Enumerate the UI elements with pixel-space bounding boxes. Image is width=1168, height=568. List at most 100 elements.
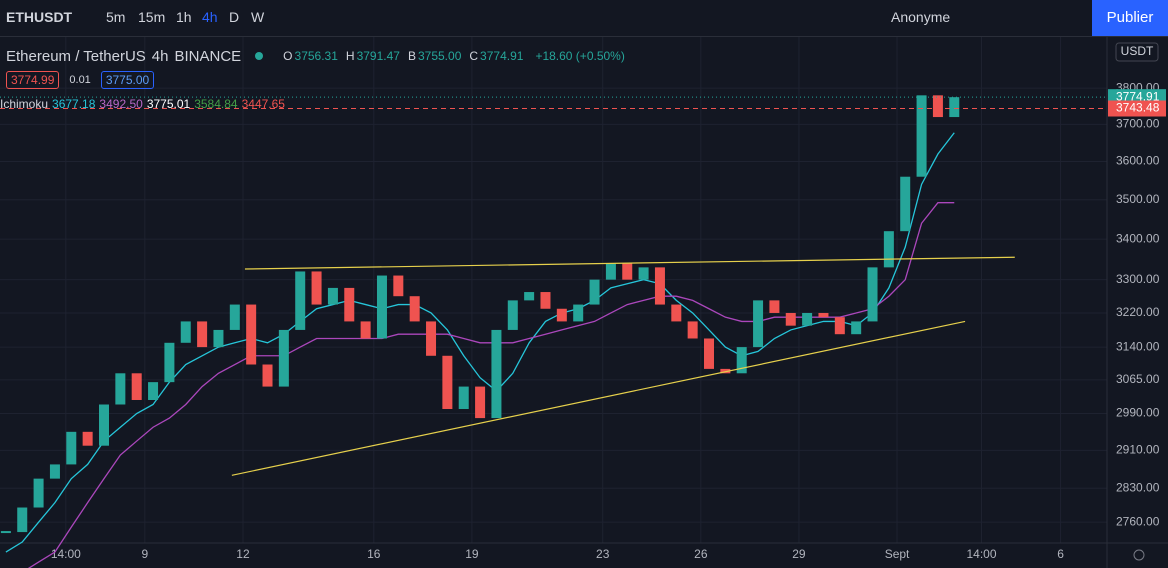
- trendline: [244, 256, 1015, 270]
- indicator-name: Ichimoku: [0, 97, 49, 111]
- candle: [115, 373, 126, 405]
- user[interactable]: Anonyme: [891, 9, 951, 25]
- candle: [802, 312, 813, 326]
- settings-icon[interactable]: [1133, 549, 1145, 561]
- y-tick-label: 3300.00: [1116, 272, 1160, 286]
- candle: [344, 287, 355, 322]
- candle: [49, 464, 60, 479]
- candle: [671, 304, 682, 322]
- candle: [66, 431, 77, 465]
- y-tick-label: 2910.00: [1116, 443, 1160, 457]
- ohlc-value: 3755.00: [417, 49, 462, 63]
- interval[interactable]: D: [229, 9, 240, 25]
- x-tick-label: 16: [367, 547, 381, 561]
- x-tick-label: 14:00: [51, 547, 81, 561]
- candle: [393, 275, 404, 297]
- candle: [33, 478, 44, 508]
- candle: [654, 267, 665, 305]
- x-tick-label: Sept: [885, 547, 910, 561]
- x-tick-label: 14:00: [967, 547, 997, 561]
- candle: [834, 317, 845, 335]
- symbol[interactable]: ETHUSDT: [6, 9, 73, 25]
- publish-button[interactable]: Publier: [1092, 0, 1168, 36]
- candle: [376, 275, 387, 339]
- candle: [262, 364, 273, 387]
- indicator-line: [5, 132, 955, 553]
- ohlc-label: H: [345, 49, 355, 63]
- interval[interactable]: 4h: [202, 9, 218, 25]
- y-tick-label: 3600.00: [1116, 154, 1160, 168]
- ohlc-label: O: [283, 49, 293, 63]
- ohlc-label: B: [407, 49, 416, 63]
- y-tick-label: 3400.00: [1116, 231, 1160, 245]
- ohlc-value: 3791.47: [356, 49, 400, 63]
- candle: [573, 304, 584, 322]
- interval[interactable]: W: [251, 9, 265, 25]
- candle: [704, 338, 715, 369]
- candle: [295, 271, 306, 330]
- change: +18.60 (+0.50%): [535, 49, 625, 63]
- candle: [442, 355, 453, 410]
- y-tick-label: 3065.00: [1116, 372, 1160, 386]
- ohlc: O 3756.31 H 3791.47 B 3755.00 C 3774.91: [283, 49, 529, 63]
- y-tick-label: 3500.00: [1116, 192, 1160, 206]
- indicator-value: 3775.01: [146, 97, 191, 111]
- bid[interactable]: 3774.99: [6, 71, 60, 89]
- indicator-row: Ichimoku 3677.18 3492.50 3775.01 3584.84 344…: [0, 92, 625, 116]
- ohlc-label: C: [469, 49, 479, 63]
- ask[interactable]: 3775.00: [100, 71, 155, 89]
- interval[interactable]: 5m: [106, 9, 126, 25]
- candle: [720, 368, 731, 374]
- candle: [540, 292, 551, 309]
- candle: [949, 97, 960, 118]
- status-dot: [255, 52, 264, 60]
- y-tick-label: 3140.00: [1116, 339, 1160, 353]
- candle: [360, 321, 371, 339]
- candle: [753, 300, 764, 348]
- candle: [246, 304, 257, 365]
- candle: [589, 279, 600, 305]
- legend-title-row: Ethereum / TetherUS 4h BINANCE O 3756.31 H…: [6, 44, 625, 68]
- indicator-value: 3584.84: [194, 97, 238, 111]
- x-tick-label: 12: [236, 547, 250, 561]
- exchange: BINANCE: [174, 47, 242, 65]
- candle: [180, 321, 191, 343]
- candle: [409, 296, 420, 322]
- ohlc-value: 3756.31: [294, 49, 338, 63]
- price-label: 3774.91: [1116, 89, 1160, 103]
- candle: [507, 300, 518, 330]
- trendline: [231, 320, 966, 476]
- candle: [458, 386, 469, 410]
- candle: [932, 95, 943, 118]
- price-label: 3743.48: [1116, 101, 1160, 115]
- indicator-value: 3492.50: [99, 97, 143, 111]
- x-tick-label: 19: [465, 547, 479, 561]
- interval[interactable]: 15m: [138, 9, 166, 25]
- candle: [327, 287, 338, 305]
- candle: [98, 404, 109, 446]
- spread: 0.01: [69, 74, 91, 86]
- candle: [883, 231, 894, 268]
- candle: [851, 321, 862, 335]
- price-label-box: [1108, 100, 1166, 117]
- interval[interactable]: 1h: [176, 9, 192, 25]
- y-tick-label: 3220.00: [1116, 305, 1160, 319]
- interval: 4h: [151, 47, 169, 65]
- legend: Ethereum / TetherUS 4h BINANCE O 3756.31 H…: [0, 44, 625, 116]
- title: Ethereum / TetherUS: [6, 47, 146, 65]
- candle: [229, 304, 240, 330]
- x-tick-label: 29: [792, 547, 806, 561]
- candle: [475, 386, 486, 419]
- x-tick-label: 26: [694, 547, 708, 561]
- candle: [524, 292, 535, 301]
- quote-row: 3774.99 0.01 3775.00: [6, 68, 625, 92]
- candle: [605, 263, 616, 280]
- candle: [638, 267, 649, 280]
- currency: USDT: [1121, 44, 1154, 58]
- candle: [736, 347, 747, 374]
- indicator-line: [27, 202, 955, 568]
- x-tick-label: 9: [142, 547, 149, 561]
- candle: [278, 329, 289, 387]
